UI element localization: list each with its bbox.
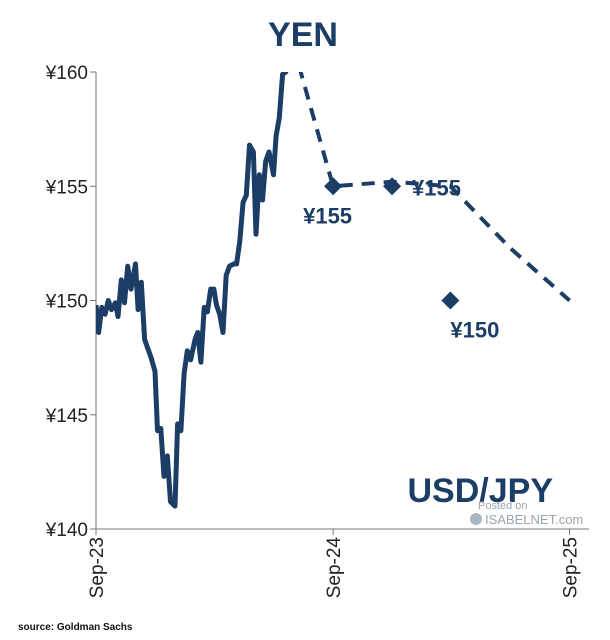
- series-label: USD/JPY: [408, 472, 554, 510]
- x-tick-label: Sep-23: [87, 537, 108, 598]
- x-tick-label: Sep-25: [561, 537, 582, 598]
- historical-line: [96, 72, 289, 509]
- forecast-line: [298, 72, 571, 302]
- forecast-label: ¥155: [303, 203, 352, 228]
- watermark: Posted on ISABELNET.com: [470, 500, 583, 527]
- y-tick-label: ¥155: [45, 177, 88, 198]
- watermark-posted: Posted on: [478, 500, 528, 512]
- chart-title: YEN: [268, 16, 338, 54]
- forecast-marker: [441, 291, 460, 310]
- source-note: source: Goldman Sachs: [18, 622, 133, 633]
- y-tick-label: ¥150: [45, 292, 88, 313]
- x-tick-label: Sep-24: [324, 537, 345, 599]
- forecast-marker: [383, 177, 402, 196]
- y-tick-label: ¥140: [45, 520, 88, 541]
- y-tick-label: ¥160: [45, 63, 88, 84]
- forecast-label: ¥155: [412, 175, 461, 200]
- forecast-label: ¥150: [450, 318, 499, 343]
- watermark-site: ISABELNET.com: [470, 512, 583, 527]
- globe-icon: [470, 513, 482, 525]
- forecast-marker: [324, 177, 343, 196]
- plot-area: ¥140 ¥145 ¥150 ¥155 ¥160 Sep-23 Sep-24 Sep-25 ¥1…: [45, 63, 589, 599]
- y-tick-label: ¥145: [45, 406, 88, 427]
- watermark-site-label: ISABELNET.com: [485, 512, 584, 527]
